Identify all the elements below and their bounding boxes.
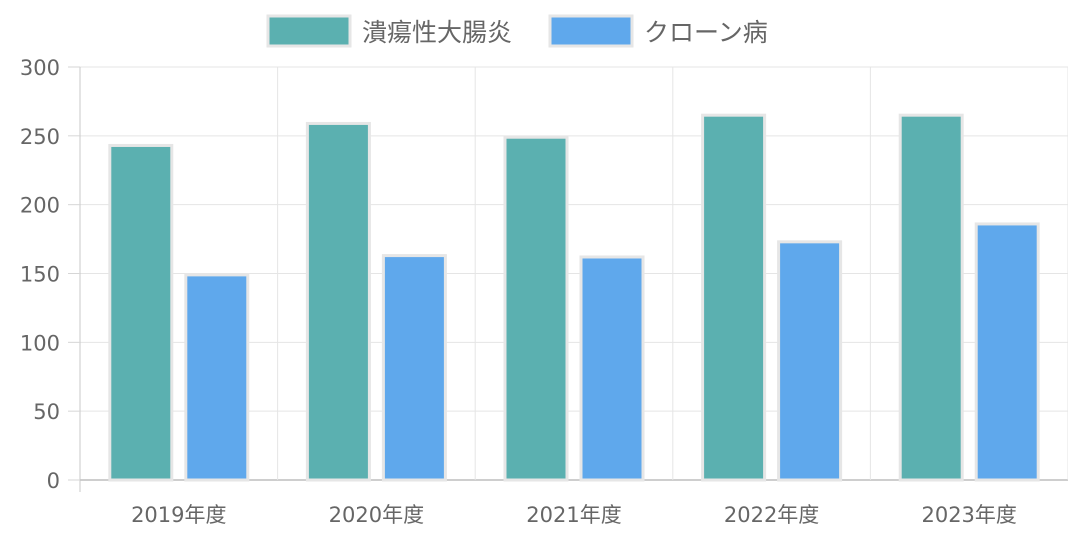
x-tick-label: 2022年度 xyxy=(724,503,819,527)
legend-swatch-series-1 xyxy=(266,14,352,48)
bar-2-2020年度[interactable] xyxy=(381,254,447,482)
x-tick-label: 2019年度 xyxy=(131,503,226,527)
y-tick-label: 200 xyxy=(20,194,60,218)
bar-2-2022年度[interactable] xyxy=(777,240,843,482)
bar-1-2022年度[interactable] xyxy=(701,113,767,482)
x-tick-label: 2021年度 xyxy=(526,503,621,527)
legend-label-series-2: クローン病 xyxy=(644,18,768,47)
legend-item-series-2[interactable]: クローン病 xyxy=(548,14,768,48)
bar-1-2020年度[interactable] xyxy=(305,121,371,482)
y-tick-label: 300 xyxy=(20,56,60,80)
x-tick-label: 2023年度 xyxy=(921,503,1016,527)
bar-1-2019年度[interactable] xyxy=(108,143,174,482)
legend: 潰瘍性大腸炎 クローン病 xyxy=(266,14,768,48)
y-tick-label: 100 xyxy=(20,331,60,355)
bar-2-2023年度[interactable] xyxy=(974,222,1040,482)
bars xyxy=(108,113,1040,482)
legend-item-series-1[interactable]: 潰瘍性大腸炎 xyxy=(266,14,512,48)
y-tick-label: 150 xyxy=(20,263,60,287)
bar-1-2023年度[interactable] xyxy=(898,113,964,482)
bar-2-2021年度[interactable] xyxy=(579,255,645,482)
y-tick-label: 0 xyxy=(47,469,60,493)
x-axis: 2019年度 2020年度 2021年度 2022年度 2023年度 xyxy=(131,503,1017,527)
legend-swatch-series-2 xyxy=(548,14,634,48)
x-tick-label: 2020年度 xyxy=(329,503,424,527)
y-axis: 0 50 100 150 200 250 300 xyxy=(20,56,80,493)
y-tick-label: 250 xyxy=(20,125,60,149)
bar-1-2021年度[interactable] xyxy=(503,135,569,482)
legend-label-series-1: 潰瘍性大腸炎 xyxy=(362,18,512,47)
y-tick-label: 50 xyxy=(33,400,60,424)
bar-2-2019年度[interactable] xyxy=(184,273,250,482)
